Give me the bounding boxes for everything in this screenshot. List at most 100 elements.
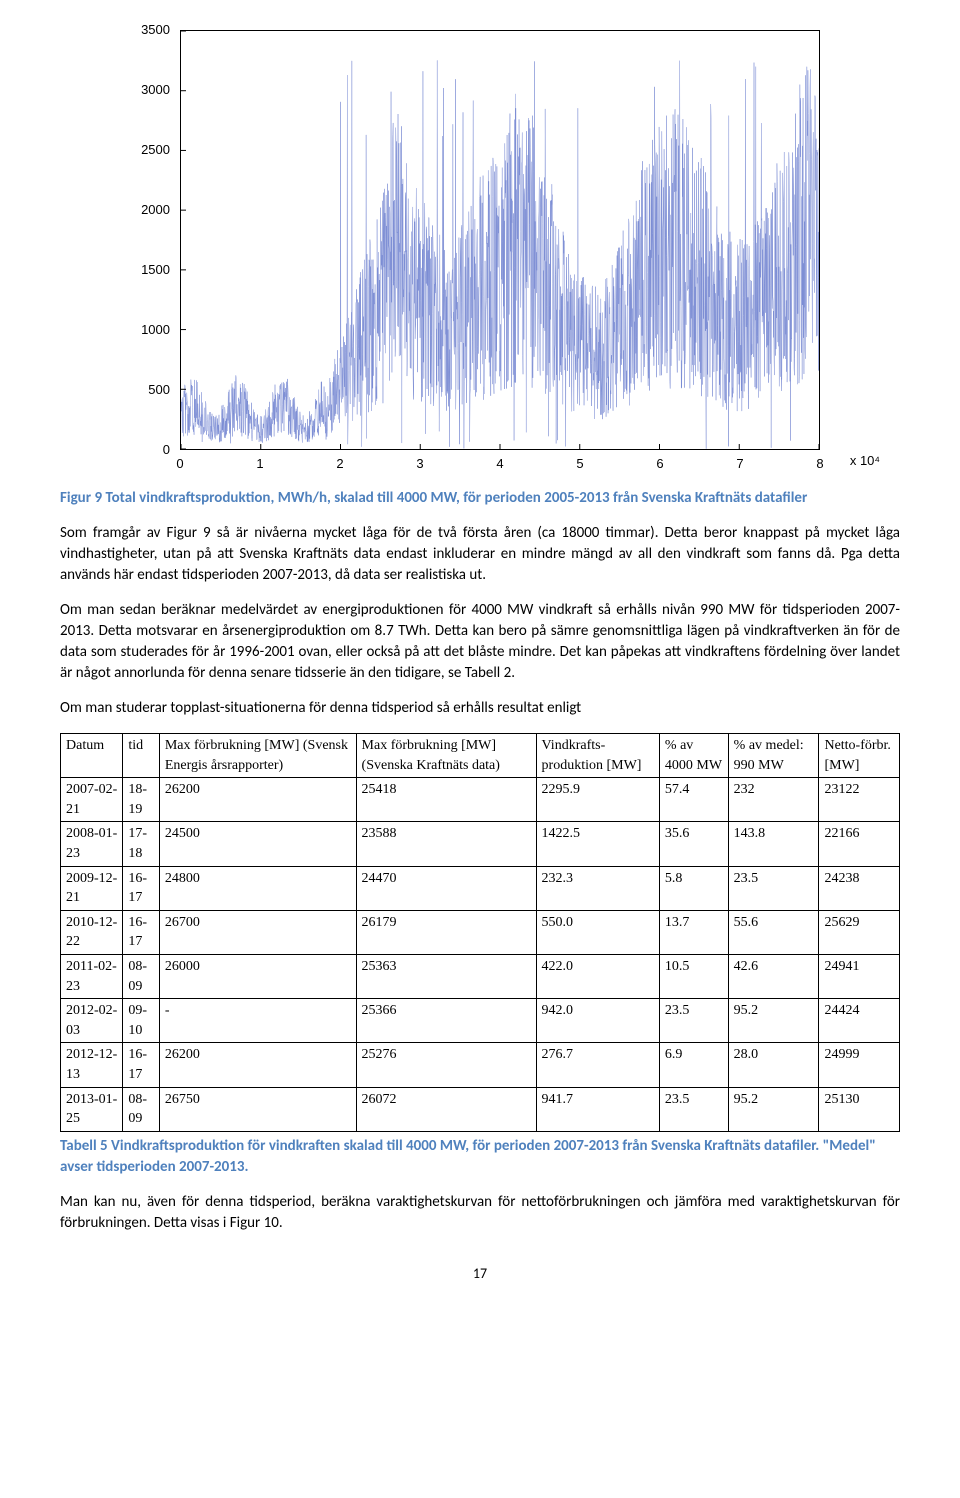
- table-cell: 2009-12-21: [61, 866, 123, 910]
- col-tid: tid: [123, 734, 159, 778]
- table-cell: 95.2: [728, 999, 819, 1043]
- table-cell: 2010-12-22: [61, 910, 123, 954]
- table-cell: 24800: [159, 866, 356, 910]
- x-tick: 5: [576, 455, 583, 473]
- table-cell: 5.8: [659, 866, 728, 910]
- x-tick: 6: [656, 455, 663, 473]
- table-cell: 10.5: [659, 954, 728, 998]
- paragraph: Som framgår av Figur 9 så är nivåerna my…: [60, 523, 900, 586]
- y-axis-ticks: 0500100015002000250030003500: [120, 30, 175, 450]
- table-cell: 2012-02-03: [61, 999, 123, 1043]
- col-vindkraft: Vindkrafts-produktion [MW]: [536, 734, 659, 778]
- table-cell: 25276: [356, 1043, 536, 1087]
- col-pct-4000: % av 4000 MW: [659, 734, 728, 778]
- table-cell: 23.5: [728, 866, 819, 910]
- table-cell: 16-17: [123, 910, 159, 954]
- paragraph: Om man studerar topplast-situationerna f…: [60, 698, 900, 719]
- table-cell: 25418: [356, 778, 536, 822]
- table-cell: 26179: [356, 910, 536, 954]
- x-tick: 7: [736, 455, 743, 473]
- table-cell: 55.6: [728, 910, 819, 954]
- x-tick: 4: [496, 455, 503, 473]
- table-cell: 941.7: [536, 1087, 659, 1131]
- table-cell: 24941: [819, 954, 900, 998]
- table-row: 2011-02-2308-092600025363422.010.542.624…: [61, 954, 900, 998]
- table-cell: 1422.5: [536, 822, 659, 866]
- table-cell: 35.6: [659, 822, 728, 866]
- table-cell: 2295.9: [536, 778, 659, 822]
- table-cell: 24999: [819, 1043, 900, 1087]
- table-header-row: Datum tid Max förbrukning [MW] (Svensk E…: [61, 734, 900, 778]
- table-cell: 42.6: [728, 954, 819, 998]
- y-tick: 2500: [141, 141, 170, 159]
- wind-production-chart: 0500100015002000250030003500 012345678 x…: [120, 20, 840, 480]
- table-cell: 2013-01-25: [61, 1087, 123, 1131]
- table-cell: 16-17: [123, 1043, 159, 1087]
- x-axis-exponent: x 10⁴: [850, 452, 880, 470]
- table-row: 2013-01-2508-092675026072941.723.595.225…: [61, 1087, 900, 1131]
- table-cell: 57.4: [659, 778, 728, 822]
- table-cell: 08-09: [123, 954, 159, 998]
- x-tick: 3: [416, 455, 423, 473]
- table-cell: 2011-02-23: [61, 954, 123, 998]
- table-caption: Tabell 5 Vindkraftsproduktion för vindkr…: [60, 1136, 900, 1178]
- table-row: 2010-12-2216-172670026179550.013.755.625…: [61, 910, 900, 954]
- table-cell: 2007-02-21: [61, 778, 123, 822]
- table-cell: 28.0: [728, 1043, 819, 1087]
- table-cell: 23.5: [659, 999, 728, 1043]
- table-row: 2009-12-2116-172480024470232.35.823.5242…: [61, 866, 900, 910]
- table-cell: 143.8: [728, 822, 819, 866]
- x-tick: 0: [176, 455, 183, 473]
- y-tick: 2000: [141, 201, 170, 219]
- table-cell: 942.0: [536, 999, 659, 1043]
- table-cell: 25366: [356, 999, 536, 1043]
- table-row: 2008-01-2317-1824500235881422.535.6143.8…: [61, 822, 900, 866]
- paragraph: Man kan nu, även för denna tidsperiod, b…: [60, 1192, 900, 1234]
- table-cell: 22166: [819, 822, 900, 866]
- table-cell: 26000: [159, 954, 356, 998]
- table-cell: -: [159, 999, 356, 1043]
- table-cell: 232: [728, 778, 819, 822]
- table-row: 2012-02-0309-10-25366942.023.595.224424: [61, 999, 900, 1043]
- table-cell: 26072: [356, 1087, 536, 1131]
- table-cell: 422.0: [536, 954, 659, 998]
- table-cell: 23588: [356, 822, 536, 866]
- table-cell: 09-10: [123, 999, 159, 1043]
- col-datum: Datum: [61, 734, 123, 778]
- table-cell: 13.7: [659, 910, 728, 954]
- table-cell: 232.3: [536, 866, 659, 910]
- table-cell: 24424: [819, 999, 900, 1043]
- figure-caption: Figur 9 Total vindkraftsproduktion, MWh/…: [60, 488, 900, 509]
- y-tick: 3000: [141, 81, 170, 99]
- table-cell: 26750: [159, 1087, 356, 1131]
- table-cell: 550.0: [536, 910, 659, 954]
- y-tick: 1000: [141, 321, 170, 339]
- col-max-sv-kraftnat: Max förbrukning [MW] (Svenska Kraftnäts …: [356, 734, 536, 778]
- page-number: 17: [60, 1264, 900, 1284]
- table-cell: 18-19: [123, 778, 159, 822]
- col-max-sv-energi: Max förbrukning [MW] (Svensk Energis års…: [159, 734, 356, 778]
- y-tick: 0: [163, 441, 170, 459]
- table-cell: 26700: [159, 910, 356, 954]
- table-cell: 26200: [159, 1043, 356, 1087]
- y-tick: 500: [148, 381, 170, 399]
- table-row: 2012-12-1316-172620025276276.76.928.0249…: [61, 1043, 900, 1087]
- table-cell: 2012-12-13: [61, 1043, 123, 1087]
- table-row: 2007-02-2118-1926200254182295.957.423223…: [61, 778, 900, 822]
- table-cell: 17-18: [123, 822, 159, 866]
- y-tick: 1500: [141, 261, 170, 279]
- col-netto: Netto-förbr. [MW]: [819, 734, 900, 778]
- table-cell: 24470: [356, 866, 536, 910]
- peak-load-table: Datum tid Max förbrukning [MW] (Svensk E…: [60, 733, 900, 1132]
- table-cell: 6.9: [659, 1043, 728, 1087]
- table-cell: 23.5: [659, 1087, 728, 1131]
- table-cell: 26200: [159, 778, 356, 822]
- table-cell: 25363: [356, 954, 536, 998]
- table-cell: 16-17: [123, 866, 159, 910]
- x-tick: 2: [336, 455, 343, 473]
- paragraph: Om man sedan beräknar medelvärdet av ene…: [60, 600, 900, 684]
- table-cell: 08-09: [123, 1087, 159, 1131]
- chart-plot-area: [180, 30, 820, 450]
- table-cell: 95.2: [728, 1087, 819, 1131]
- x-axis-ticks: 012345678: [180, 455, 820, 475]
